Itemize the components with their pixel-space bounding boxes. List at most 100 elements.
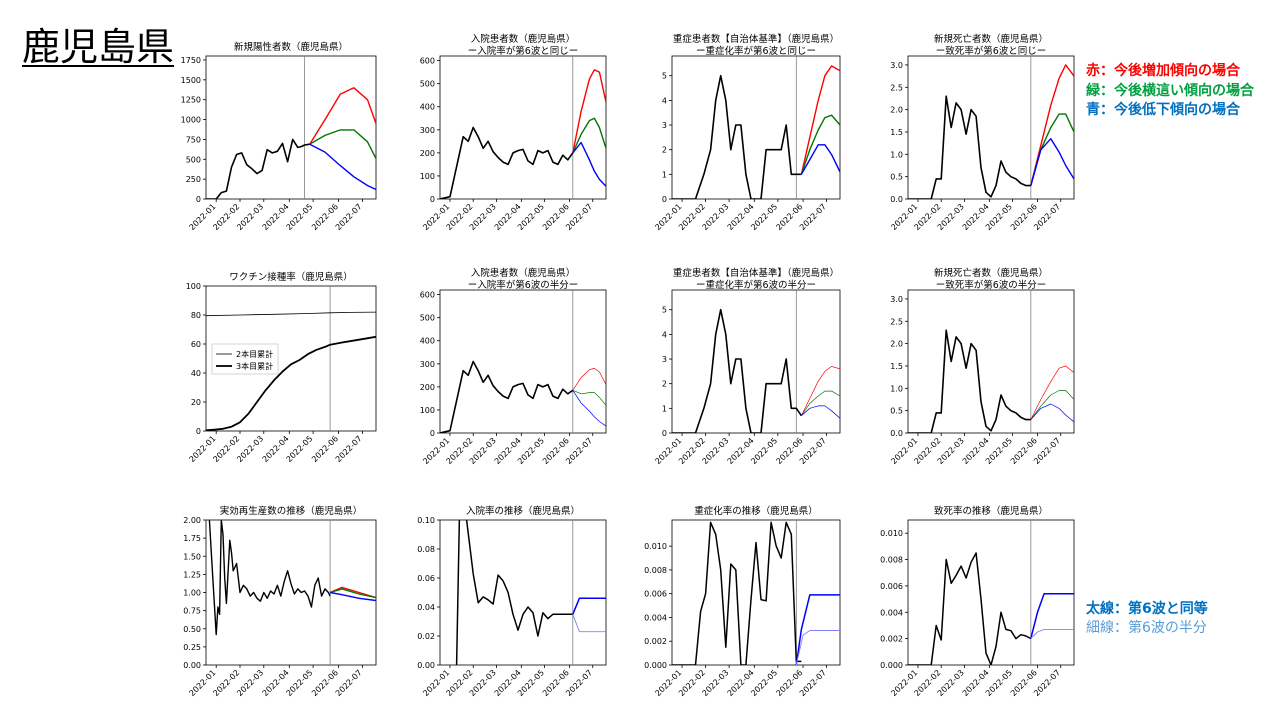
plot-area bbox=[440, 290, 606, 433]
plot-area bbox=[908, 56, 1074, 199]
y-tick-label: 200 bbox=[420, 149, 435, 158]
legend-red-increase: 赤：今後増加傾向の場合 bbox=[1086, 63, 1240, 79]
plot-frame bbox=[205, 55, 377, 200]
y-tick-label: 1.5 bbox=[890, 362, 903, 371]
x-tick-label: 2022-03 bbox=[235, 434, 265, 464]
y-tick-label: 0.008 bbox=[644, 566, 667, 575]
x-tick-label: 2022-05 bbox=[285, 668, 315, 698]
x-tick-label: 2022-05 bbox=[285, 434, 315, 464]
chart-title-line: ー入院率が第6波と同じー bbox=[468, 45, 579, 57]
chart-title: 致死率の推移（鹿児島県） bbox=[934, 505, 1048, 517]
y-tick-label: 0.5 bbox=[890, 173, 903, 182]
series-line-red bbox=[309, 87, 376, 145]
y-tick-label: 0.08 bbox=[417, 545, 435, 554]
series-line-red bbox=[801, 366, 840, 416]
series-line-black bbox=[908, 95, 1031, 199]
y-tick-label: 100 bbox=[420, 406, 435, 415]
series-line-blue bbox=[800, 144, 840, 175]
chart-title-line: 新規死亡者数（鹿児島県） bbox=[934, 33, 1048, 45]
chart-title: 新規死亡者数（鹿児島県）ー致死率が第6波と同じー bbox=[934, 33, 1048, 57]
y-tick-label: 500 bbox=[420, 314, 435, 323]
plot-area bbox=[440, 56, 606, 199]
y-tick-label: 0.010 bbox=[880, 529, 903, 538]
series-line-blue bbox=[801, 405, 840, 419]
y-tick-label: 1.50 bbox=[183, 552, 201, 561]
series-line-black bbox=[672, 308, 803, 433]
y-tick-label: 0.00 bbox=[417, 661, 435, 670]
chart-title: ワクチン接種率（鹿児島県） bbox=[229, 271, 353, 283]
chart-rt: 実効再生産数の推移（鹿児島県） 0.00 0.25 0.50 0.75 1.00 1.25 1… bbox=[183, 505, 377, 698]
chart-title: 重症患者数【自治体基準】（鹿児島県）ー重症化率が第6波の半分ー bbox=[673, 267, 839, 291]
chart-legend-box bbox=[211, 343, 279, 375]
chart-deaths-same: 新規死亡者数（鹿児島県）ー致死率が第6波と同じー 0.0 0.5 1.0 1.5 2.0 2… bbox=[889, 33, 1075, 232]
plot-frame bbox=[205, 285, 377, 432]
chart-vaccination: ワクチン接種率（鹿児島県）0204060801002022-012022-022… bbox=[186, 271, 377, 464]
y-tick-label: 0.010 bbox=[644, 542, 667, 551]
plot-area bbox=[672, 56, 840, 199]
series-line-black bbox=[208, 520, 331, 636]
plot-frame bbox=[671, 289, 841, 434]
y-tick-label: 1.0 bbox=[890, 150, 903, 159]
chart-title-line: ー致死率が第6波と同じー bbox=[936, 45, 1047, 57]
legend-thick-line: 太線：第6波と同等 bbox=[1086, 601, 1208, 617]
series-line-3本目累計 bbox=[206, 335, 376, 431]
chart-title-line: 入院率の推移（鹿児島県） bbox=[466, 505, 580, 517]
series-line-blue bbox=[1030, 593, 1074, 639]
series-line-red bbox=[329, 586, 376, 599]
plot-frame bbox=[205, 519, 377, 666]
series-line-black bbox=[440, 360, 574, 433]
chart-title-line: 重症患者数【自治体基準】（鹿児島県） bbox=[673, 267, 839, 279]
y-tick-label: 0 bbox=[196, 427, 201, 436]
series-line-red bbox=[800, 65, 840, 175]
plot-area bbox=[208, 520, 376, 665]
chart-title-line: 入院患者数（鹿児島県） bbox=[471, 33, 576, 45]
chart-legend-label: 3本目累計 bbox=[236, 361, 273, 371]
y-tick-label: 0.006 bbox=[644, 590, 667, 599]
chart-title-line: ー入院率が第6波の半分ー bbox=[468, 279, 579, 291]
y-tick-label: 1 bbox=[662, 170, 667, 179]
series-line-2本目累計 bbox=[206, 311, 376, 317]
chart-title-line: 致死率の推移（鹿児島県） bbox=[934, 505, 1048, 517]
series-line-red bbox=[572, 69, 606, 154]
series-line-blue bbox=[1030, 403, 1074, 423]
x-tick-label: 2022-03 bbox=[235, 668, 265, 698]
series-line-red bbox=[1030, 64, 1074, 186]
plot-frame bbox=[671, 519, 841, 666]
plot-frame bbox=[907, 55, 1075, 200]
y-tick-label: 0 bbox=[196, 195, 201, 204]
series-line-green bbox=[572, 389, 606, 406]
chart-death-rate: 致死率の推移（鹿児島県） 0.000 0.002 0.004 0.006 0.008 0.0… bbox=[880, 505, 1075, 698]
y-tick-label: 0.5 bbox=[890, 407, 903, 416]
series-line-blue bbox=[572, 141, 606, 187]
y-tick-label: 0 bbox=[662, 429, 667, 438]
y-tick-label: 3 bbox=[662, 355, 667, 364]
series-line-#8080ff bbox=[795, 630, 840, 665]
series-line-black bbox=[440, 126, 574, 199]
chart-title: 実効再生産数の推移（鹿児島県） bbox=[220, 505, 363, 517]
y-tick-label: 1.5 bbox=[890, 128, 903, 137]
y-tick-label: 500 bbox=[420, 80, 435, 89]
y-tick-label: 0.000 bbox=[644, 661, 667, 670]
plot-area bbox=[908, 290, 1074, 433]
y-tick-label: 2.00 bbox=[183, 516, 201, 525]
y-tick-label: 600 bbox=[420, 57, 435, 66]
y-tick-label: 200 bbox=[420, 383, 435, 392]
series-line-green bbox=[309, 129, 376, 159]
chart-deaths-half: 新規死亡者数（鹿児島県）ー致死率が第6波の半分ー 0.0 0.5 1.0 1.5 2.0 2… bbox=[889, 267, 1075, 466]
y-tick-label: 0.25 bbox=[183, 643, 201, 652]
chart-severe-same: 重症患者数【自治体基準】（鹿児島県）ー重症化率が第6波と同じー012345202… bbox=[653, 33, 841, 232]
plot-frame bbox=[439, 519, 607, 666]
y-tick-label: 20 bbox=[191, 398, 201, 407]
series-line-black bbox=[672, 521, 802, 665]
y-tick-label: 400 bbox=[420, 337, 435, 346]
chart-title: 入院患者数（鹿児島県）ー入院率が第6波の半分ー bbox=[468, 267, 579, 291]
chart-title-line: 重症患者数【自治体基準】（鹿児島県） bbox=[673, 33, 839, 45]
chart-title-line: ワクチン接種率（鹿児島県） bbox=[229, 271, 353, 283]
y-tick-label: 5 bbox=[662, 306, 667, 315]
y-tick-label: 0.000 bbox=[880, 661, 903, 670]
y-tick-label: 100 bbox=[186, 282, 201, 291]
series-line-blue bbox=[1030, 137, 1074, 186]
chart-title-line: ー致死率が第6波の半分ー bbox=[936, 279, 1047, 291]
y-tick-label: 0.10 bbox=[417, 516, 435, 525]
y-tick-label: 1000 bbox=[181, 116, 201, 125]
